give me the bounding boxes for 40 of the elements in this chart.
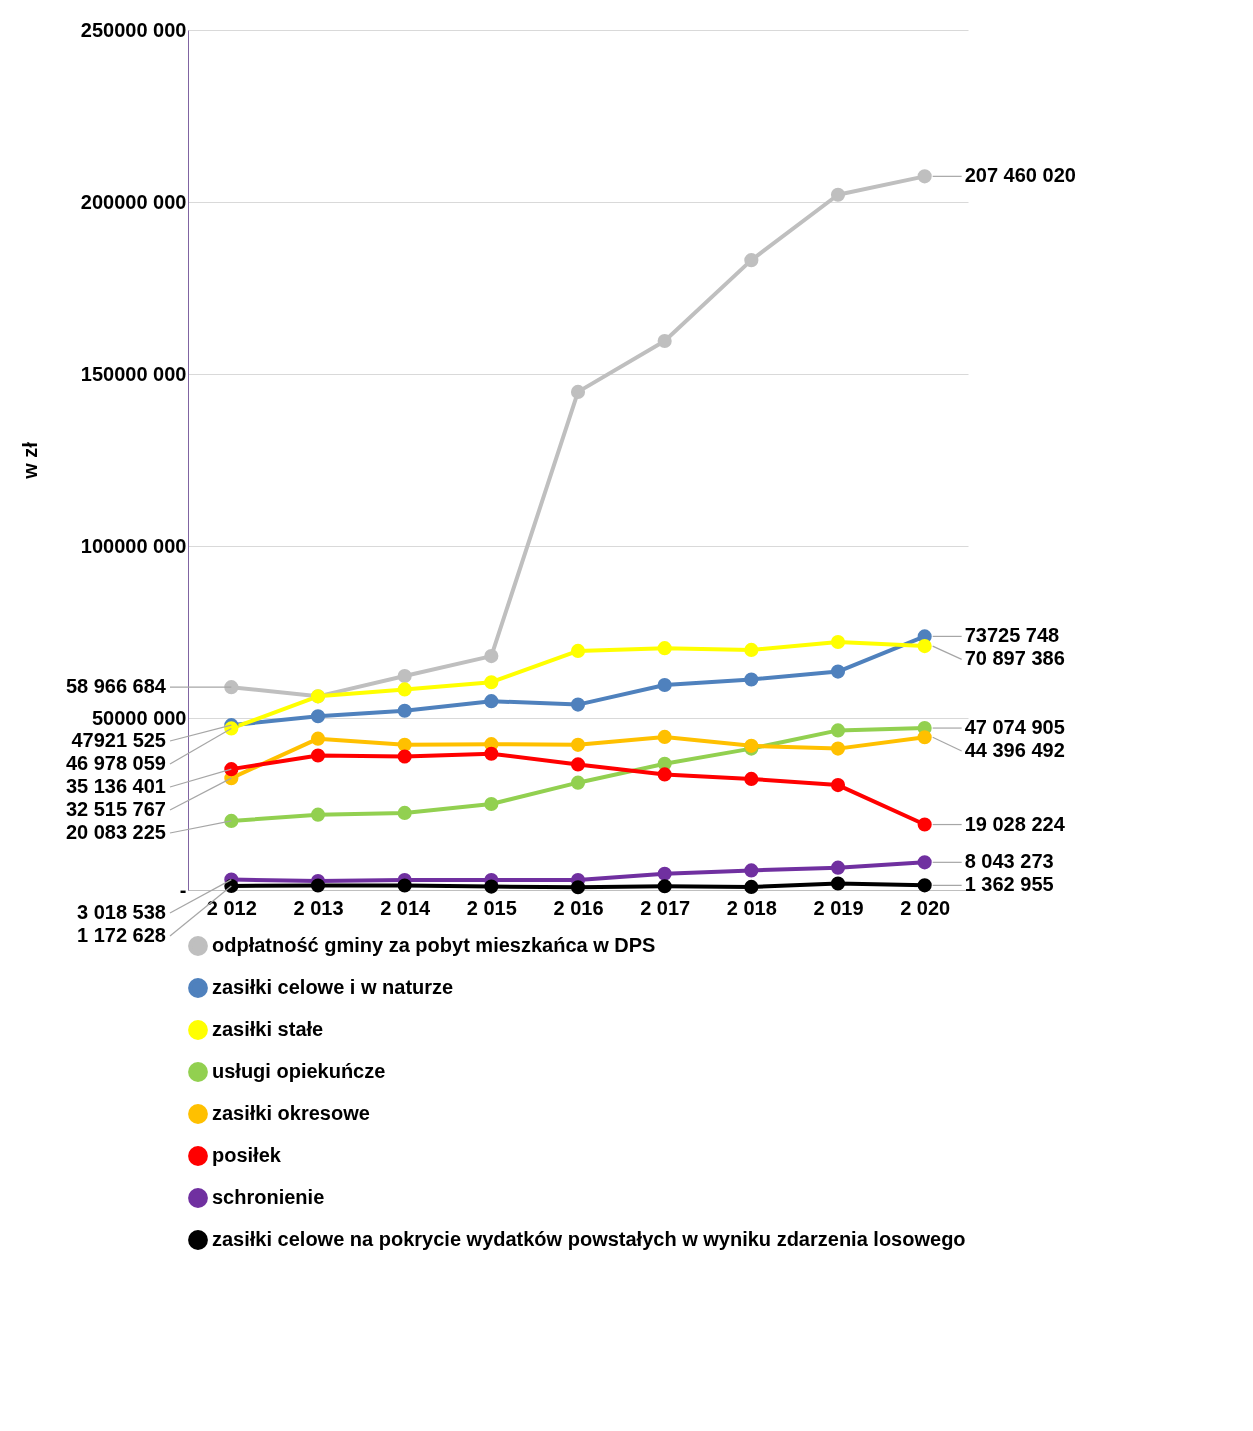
data-label: 35 136 401	[65, 775, 166, 797]
x-tick-label: 2 017	[640, 896, 691, 919]
x-tick-label: 2 014	[380, 896, 432, 919]
legend-label: odpłatność gminy za pobyt mieszkańca w DPS	[212, 934, 656, 956]
legend-label: posiłek	[212, 1144, 282, 1166]
x-tick-label: 2 015	[466, 896, 517, 919]
x-tick-label: 2 012	[206, 896, 257, 919]
legend-label: zasiłki celowe i w naturze	[212, 976, 454, 998]
data-label: 46 978 059	[65, 752, 166, 774]
legend-label: zasiłki stałe	[212, 1018, 324, 1040]
data-label: 32 515 767	[65, 798, 166, 820]
data-label: 19 028 224	[964, 812, 1066, 835]
data-label: 207 460 020	[964, 164, 1076, 187]
x-tick-label: 2 019	[813, 896, 864, 919]
data-label: 73725 748	[964, 624, 1060, 647]
data-label: 1 362 955	[964, 873, 1054, 896]
y-tick-label: 150000 000	[80, 362, 187, 385]
legend-label: zasiłki okresowe	[212, 1102, 370, 1124]
x-tick-label: 2 020	[900, 896, 951, 919]
data-label: 70 897 386	[964, 647, 1065, 670]
data-label: 8 043 273	[964, 850, 1054, 873]
x-tick-label: 2 016	[553, 896, 604, 919]
y-tick-label: 250000 000	[80, 18, 187, 41]
x-tick-label: 2 013	[293, 896, 344, 919]
data-label: 44 396 492	[964, 739, 1065, 762]
data-label: 3 018 538	[77, 901, 166, 923]
y-tick-label: 50000 000	[91, 706, 187, 729]
data-label: 1 172 628	[77, 924, 166, 946]
data-label: 47921 525	[71, 729, 166, 751]
data-label: 47 074 905	[964, 716, 1065, 739]
legend-label: schronienie	[212, 1186, 325, 1208]
data-label: 20 083 225	[65, 821, 166, 843]
legend-label: zasiłki celowe na pokrycie wydatków powstałych w wyniku zdarzenia losowego	[212, 1228, 966, 1250]
y-tick-label: 200000 000	[80, 190, 187, 213]
data-label: 58 966 684	[65, 675, 167, 698]
x-tick-label: 2 018	[726, 896, 777, 919]
y-axis-title: w zł	[18, 441, 41, 480]
y-tick-label: 100000 000	[80, 534, 187, 557]
legend-label: usługi opiekuńcze	[212, 1060, 386, 1082]
y-tick-label: -	[179, 878, 187, 901]
